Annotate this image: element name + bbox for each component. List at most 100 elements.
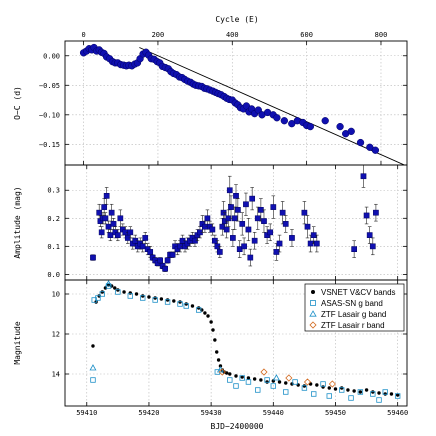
x-tick-label: 59460 (387, 409, 408, 417)
amplitude-point (209, 226, 216, 233)
amplitude-point (360, 173, 367, 180)
vsnet-point (91, 344, 95, 348)
asassn-point (376, 397, 382, 403)
vsnet-point (246, 376, 251, 380)
asassn-point (255, 387, 261, 393)
amplitude-point (279, 209, 286, 216)
x-tick-label-top: 0 (81, 31, 85, 39)
x-tick-label-top: 800 (375, 31, 388, 39)
oc-point (288, 120, 296, 128)
asassn-point (152, 297, 158, 303)
legend-box (304, 283, 405, 332)
amplitude-point (96, 209, 103, 216)
amplitude-point (204, 215, 211, 222)
vsnet-point (259, 378, 263, 382)
top-axis-label: Cycle (E) (215, 15, 258, 24)
vsnet-point (277, 380, 282, 384)
amplitude-point (164, 257, 171, 264)
amplitude-point (251, 237, 258, 244)
vsnet-point (224, 371, 229, 375)
amplitude-point (282, 221, 289, 227)
y-tick-label: −0.15 (39, 141, 60, 149)
vsnet-point (321, 385, 325, 389)
vsnet-point (206, 314, 210, 318)
y-tick-label: 0.3 (47, 187, 60, 195)
oc-point (280, 117, 288, 125)
amplitude-point (304, 223, 311, 230)
amplitude-panel: 0.0 0.1 0.2 0.3 Amplitude (mag) (13, 164, 408, 281)
y-tick-label: 14 (52, 371, 60, 379)
oc-point (366, 143, 374, 151)
plot-area (89, 280, 401, 403)
asassn-point (320, 381, 326, 387)
asassn-point (292, 379, 298, 385)
vsnet-point (346, 388, 350, 392)
vsnet-point (147, 295, 151, 299)
legend-marker-ztf-g (309, 310, 317, 317)
ztf-g-point (89, 364, 97, 371)
amplitude-point (241, 243, 247, 250)
amplitude-point (366, 232, 373, 238)
ztf-g-point (272, 374, 280, 381)
amplitude-point (301, 209, 308, 216)
y-tick-label: 0.1 (47, 243, 60, 251)
legend-label: ZTF Lasair r band (321, 321, 385, 330)
amplitude-point (108, 209, 115, 216)
legend-marker-ztf-r (309, 321, 317, 329)
vsnet-point (218, 364, 223, 368)
amplitude-point (101, 204, 108, 210)
amplitude-point (233, 193, 239, 199)
amplitude-point (249, 195, 256, 202)
amplitude-point (115, 232, 121, 238)
vsnet-point (203, 311, 207, 315)
asassn-point (227, 377, 233, 383)
amplitude-point (239, 221, 246, 227)
asassn-point (301, 385, 308, 391)
plot-area (79, 43, 406, 165)
vsnet-point (159, 297, 164, 301)
plot-area (90, 165, 379, 272)
vsnet-point (172, 299, 176, 303)
amplitude-point (157, 257, 163, 264)
amplitude-point (276, 240, 283, 247)
ztf-r-point (303, 378, 312, 386)
vsnet-point (333, 387, 338, 391)
asassn-point (239, 375, 245, 381)
fit-line (139, 47, 406, 165)
amplitude-point (289, 235, 295, 241)
asassn-point (370, 391, 376, 397)
oc-point (371, 146, 380, 154)
amplitude-point (147, 249, 154, 255)
vsnet-point (377, 391, 381, 395)
asassn-point (326, 393, 332, 399)
asassn-point (245, 379, 252, 385)
x-tick-label-top: 600 (300, 31, 313, 39)
amplitude-point (103, 193, 110, 199)
asassn-point (348, 395, 354, 401)
amplitude-point (162, 265, 168, 272)
amplitude-point (230, 235, 236, 241)
legend-marker-vsnet (311, 290, 315, 294)
vsnet-point (315, 383, 319, 387)
asassn-point (357, 389, 364, 395)
vsnet-point (216, 358, 221, 362)
x-tick-label: 59410 (76, 409, 97, 417)
x-tick-label-top: 200 (152, 31, 165, 39)
asassn-point (127, 293, 133, 299)
amplitude-point (243, 201, 249, 208)
vsnet-point (122, 290, 126, 294)
amplitude-point (261, 218, 267, 224)
amplitude-point (102, 215, 109, 222)
vsnet-point (358, 390, 363, 394)
oc-point (306, 122, 314, 131)
vsnet-point (211, 328, 215, 332)
amplitude-point (142, 235, 149, 241)
y-tick-label: 0.00 (43, 52, 60, 60)
vsnet-point (352, 389, 356, 393)
legend-marker-asassn (310, 300, 316, 306)
amplitude-point (110, 221, 117, 227)
vsnet-point (213, 338, 217, 342)
amplitude-point (351, 246, 357, 252)
bottom-axis-label: BJD−2400000 (211, 422, 264, 431)
